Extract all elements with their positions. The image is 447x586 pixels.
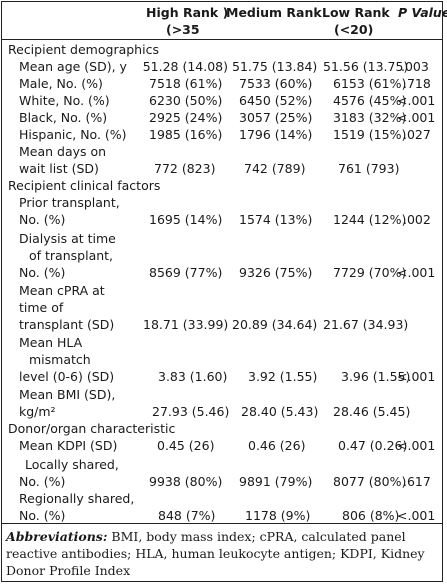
cell-medium: 1178 (9%)	[245, 508, 311, 523]
cell-low: 3183 (32%)	[333, 110, 407, 125]
cell-low: 0.47 (0.26)	[338, 438, 408, 453]
row-label-cont: No. (%)	[19, 265, 66, 280]
cell-p: .617	[403, 474, 431, 489]
row-label-cont: of transplant,	[29, 248, 114, 263]
col-p-header: P Value	[398, 5, 447, 20]
footer-divider	[1, 523, 443, 524]
col-high-header: High Rank )	[146, 5, 229, 20]
footnote-text: BMI, body mass index; cPRA, calculated p…	[6, 529, 425, 578]
cell-low: 21.67 (34.93)	[323, 317, 409, 332]
row-label: Mean cPRA at	[19, 283, 105, 298]
row-label: White, No. (%)	[19, 93, 110, 108]
row-label: Hispanic, No. (%)	[19, 127, 127, 142]
row-label: Mean days on	[19, 144, 107, 159]
section-recipient-clinical: Recipient clinical factors	[8, 178, 161, 193]
cell-low: 28.46 (5.45)	[333, 404, 411, 419]
abbreviations-footnote: Abbreviations: BMI, body mass index; cPR…	[6, 528, 436, 579]
cell-low: 806 (8%)	[342, 508, 400, 523]
cell-p: .027	[403, 127, 431, 142]
row-label: Mean BMI (SD),	[19, 387, 116, 402]
cell-p: <.001	[397, 265, 436, 280]
row-label: Mean KDPI (SD)	[19, 438, 118, 453]
cell-medium: 20.89 (34.64)	[232, 317, 318, 332]
cell-low: 1519 (15%)	[333, 127, 407, 142]
row-label-cont: time of	[19, 300, 64, 315]
cell-p: .003	[401, 59, 429, 74]
row-label-cont: No. (%)	[19, 508, 66, 523]
row-label: Male, No. (%)	[19, 76, 103, 91]
cell-high: 9938 (80%)	[149, 474, 223, 489]
col-low-header: Low Rank	[322, 5, 390, 20]
cell-medium: 3057 (25%)	[239, 110, 313, 125]
col-high-header-2: (>35	[166, 22, 200, 37]
cell-medium: 51.75 (13.84)	[232, 59, 318, 74]
col-low-header-2: (<20)	[334, 22, 374, 37]
row-label: Dialysis at time	[19, 231, 116, 246]
cell-p: <.001	[397, 369, 436, 384]
cell-medium: 9326 (75%)	[239, 265, 313, 280]
row-label-cont: No. (%)	[19, 474, 66, 489]
footnote-lead: Abbreviations:	[6, 529, 108, 544]
row-label: Regionally shared,	[19, 491, 135, 506]
header-divider	[1, 39, 443, 40]
cell-high: 848 (7%)	[158, 508, 216, 523]
cell-p: <.001	[397, 438, 436, 453]
cell-medium: 1796 (14%)	[239, 127, 313, 142]
cell-high: 2925 (24%)	[149, 110, 223, 125]
cell-high: 0.45 (26)	[157, 438, 215, 453]
cell-p: .002	[403, 212, 431, 227]
section-recipient-demographics: Recipient demographics	[8, 42, 159, 57]
row-label-cont: wait list (SD)	[19, 161, 99, 176]
cell-low: 51.56 (13.75)	[323, 59, 409, 74]
cell-medium: 28.40 (5.43)	[241, 404, 319, 419]
cell-low: 3.96 (1.55)	[341, 369, 411, 384]
cell-medium: 1574 (13%)	[239, 212, 313, 227]
cell-p: <.001	[397, 93, 436, 108]
cell-high: 27.93 (5.46)	[152, 404, 230, 419]
cell-medium: 9891 (79%)	[239, 474, 313, 489]
cell-low: 1244 (12%)	[333, 212, 407, 227]
cell-p: .718	[403, 76, 431, 91]
cell-low: 761 (793)	[338, 161, 400, 176]
cell-p: <.001	[397, 508, 436, 523]
row-label-cont: kg/m²	[19, 404, 56, 419]
cell-medium: 7533 (60%)	[239, 76, 313, 91]
cell-high: 7518 (61%)	[149, 76, 223, 91]
cell-medium: 742 (789)	[244, 161, 306, 176]
cell-high: 3.83 (1.60)	[158, 369, 228, 384]
cell-medium: 0.46 (26)	[248, 438, 306, 453]
cell-medium: 6450 (52%)	[239, 93, 313, 108]
cell-high: 8569 (77%)	[149, 265, 223, 280]
cell-low: 7729 (70%)	[333, 265, 407, 280]
row-label-cont: level (0-6) (SD)	[19, 369, 115, 384]
section-donor-organ: Donor/organ characteristic	[8, 421, 176, 436]
cell-high: 51.28 (14.08)	[142, 59, 228, 74]
col-medium-header: Medium Rank	[226, 5, 322, 20]
row-label: Mean HLA	[19, 335, 83, 350]
row-label-cont: No. (%)	[19, 212, 66, 227]
cell-low: 4576 (45%)	[333, 93, 407, 108]
row-label: Mean age (SD), y	[19, 59, 127, 74]
cell-p: <.001	[397, 110, 436, 125]
cell-high: 1985 (16%)	[149, 127, 223, 142]
cell-high: 1695 (14%)	[149, 212, 223, 227]
row-label-cont: transplant (SD)	[19, 317, 115, 332]
row-label: Black, No. (%)	[19, 110, 108, 125]
row-label-cont: mismatch	[29, 352, 91, 367]
cell-medium: 3.92 (1.55)	[248, 369, 318, 384]
cell-high: 6230 (50%)	[149, 93, 223, 108]
cell-low: 8077 (80%)	[333, 474, 407, 489]
cell-high: 18.71 (33.99)	[143, 317, 229, 332]
cell-high: 772 (823)	[154, 161, 216, 176]
cell-low: 6153 (61%)	[333, 76, 407, 91]
row-label: Locally shared,	[25, 457, 119, 472]
row-label: Prior transplant,	[19, 195, 120, 210]
